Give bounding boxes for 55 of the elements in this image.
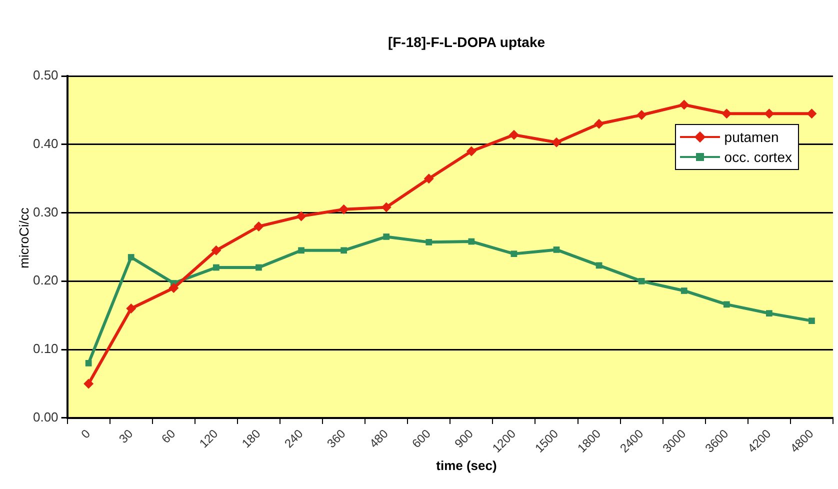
x-tick-label: 900: [452, 426, 476, 451]
x-tick-label: 60: [158, 426, 178, 446]
point: [424, 174, 434, 184]
legend-label: putamen: [724, 128, 779, 147]
point: [722, 108, 732, 119]
point: [168, 283, 179, 294]
point: [808, 318, 815, 324]
point: [764, 108, 774, 119]
point: [508, 130, 519, 140]
point: [468, 238, 475, 245]
point: [128, 254, 134, 260]
point: [766, 310, 772, 316]
y-axis-title: microCi/cc: [16, 208, 32, 268]
y-tick-label: 0.50: [32, 68, 58, 83]
point: [638, 278, 645, 284]
point: [636, 110, 647, 120]
point: [806, 108, 817, 119]
point: [426, 239, 432, 246]
point: [340, 247, 347, 254]
legend-label: occ. cortex: [724, 148, 792, 167]
point: [338, 204, 349, 214]
y-tick-label: 0.10: [32, 341, 58, 356]
point: [381, 202, 392, 212]
point: [256, 264, 262, 271]
x-tick-label: 600: [409, 426, 434, 451]
point: [466, 146, 476, 156]
point: [510, 250, 518, 257]
x-tick-label: 180: [239, 426, 264, 451]
chart-title: [F-18]-F-L-DOPA uptake: [386, 34, 546, 50]
y-tick-label: 0.00: [32, 410, 58, 425]
y-tick-label: 0.20: [32, 272, 58, 288]
point: [85, 360, 92, 366]
point: [126, 304, 136, 314]
point: [680, 288, 688, 294]
point: [298, 247, 304, 254]
y-tick-label: 0.30: [32, 204, 58, 220]
point: [84, 378, 94, 389]
point: [296, 211, 306, 222]
x-tick-label: 240: [282, 426, 306, 451]
x-tick-label: 480: [366, 426, 392, 451]
x-axis-title: time (sec): [435, 458, 498, 473]
y-tick-label: 0.40: [32, 136, 58, 151]
point: [679, 100, 690, 110]
point: [254, 221, 264, 232]
x-tick-label: 120: [196, 426, 221, 451]
x-tick-label: 360: [324, 426, 348, 451]
point: [723, 301, 730, 308]
point: [211, 245, 222, 256]
x-tick-label: 0: [78, 426, 94, 442]
x-tick-label: 30: [116, 426, 136, 446]
point: [594, 118, 604, 129]
point: [383, 234, 390, 240]
point: [213, 264, 220, 271]
point: [553, 246, 560, 253]
point: [552, 137, 562, 148]
